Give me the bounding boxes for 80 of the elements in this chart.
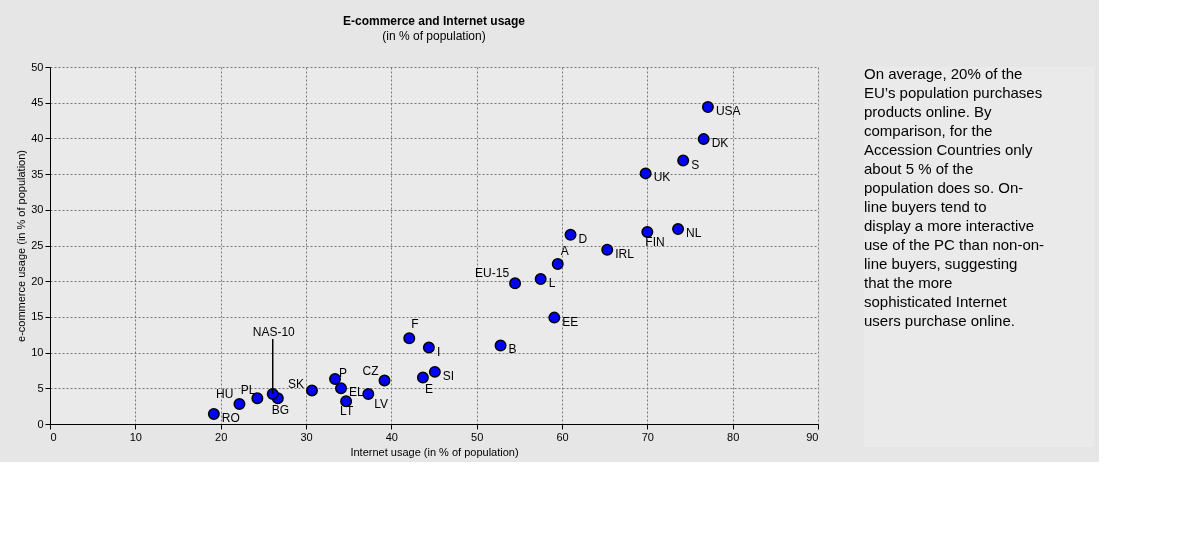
- point: [509, 277, 522, 290]
- chart-subtitle: (in % of population): [382, 29, 486, 43]
- annotation: BG: [271, 403, 290, 418]
- point: [601, 243, 614, 256]
- annotation: EE: [562, 314, 579, 329]
- x-tick-label: 60: [556, 430, 569, 443]
- x-axis-title: Internet usage (in % of population): [350, 445, 519, 458]
- point: [639, 167, 652, 180]
- point: [672, 223, 685, 236]
- text: On average, 20% of the EU’s population purchases products online. By comparison, for the Accession Countries only about 5 % of the population does so. On-line buyers tend to display a more interactive use of the PC than non-on-line buyers, suggesting that the more sophisticated Internet users purchase online.: [864, 65, 1045, 329]
- annotation: E: [424, 381, 433, 396]
- point: [697, 133, 710, 146]
- point: [677, 154, 690, 167]
- y-tick-label: 5: [37, 381, 44, 394]
- annotation: EU-15: [475, 266, 510, 281]
- y-tick-label: 25: [31, 239, 44, 251]
- y-tick-label: 0: [37, 417, 44, 430]
- y-tick-label: 15: [31, 310, 44, 323]
- annotation: LT: [340, 404, 354, 419]
- annotation: NL: [686, 226, 702, 241]
- annotation: D: [578, 231, 588, 246]
- point: [251, 392, 264, 405]
- annotation: NAS-10: [252, 325, 296, 340]
- y-tick-label: 30: [31, 203, 44, 216]
- x-tick-label: 0: [50, 430, 57, 443]
- y-axis-title: e-commerce usage (in % of population): [15, 150, 28, 342]
- point: [305, 384, 318, 397]
- annotation: EL: [348, 385, 364, 400]
- y-tick-label: 40: [31, 131, 44, 144]
- annotation: FIN: [645, 234, 665, 249]
- point: [207, 408, 220, 420]
- annotation: UK: [653, 170, 671, 185]
- point: [428, 365, 441, 378]
- point: [266, 388, 279, 400]
- annotation: HU: [216, 387, 234, 402]
- annotation: CZ: [362, 364, 379, 379]
- point: [378, 374, 391, 387]
- x-tick-label: 30: [300, 430, 313, 443]
- annotation: S: [691, 157, 700, 172]
- x-tick-label: 90: [806, 430, 819, 443]
- annotation: B: [508, 342, 517, 357]
- annotation: PL: [240, 383, 256, 398]
- point: [564, 228, 577, 241]
- point: [548, 311, 561, 324]
- point: [329, 373, 342, 385]
- y-tick-label: 20: [31, 274, 44, 287]
- y-tick-label: 10: [31, 346, 44, 359]
- annotation: SK: [287, 377, 304, 392]
- point: [233, 398, 246, 410]
- annotation: DK: [711, 136, 729, 151]
- point: [641, 225, 654, 238]
- point: [334, 382, 347, 395]
- annotation: IRL: [615, 246, 635, 261]
- point: [403, 332, 416, 345]
- annotation: F: [411, 317, 419, 332]
- point: [534, 273, 547, 286]
- x-tick-label: 70: [641, 430, 654, 443]
- annotation: A: [560, 244, 569, 259]
- annotation: USA: [715, 103, 741, 118]
- x-tick-label: 50: [471, 430, 484, 443]
- point: [551, 258, 564, 271]
- point: [701, 101, 714, 113]
- point: [416, 371, 429, 384]
- annotation: L: [548, 276, 556, 291]
- y-tick-label: 45: [31, 96, 44, 109]
- x-tick-label: 40: [385, 430, 398, 443]
- x-tick-label: 20: [215, 430, 228, 443]
- chart-title: E-commerce and Internet usage: [342, 14, 526, 28]
- annotation: P: [339, 366, 348, 381]
- x-tick-label: 10: [129, 430, 142, 443]
- annotation: LV: [374, 397, 389, 412]
- annotation: SI: [442, 368, 455, 383]
- y-tick-label: 35: [31, 167, 44, 180]
- annotation: RO: [221, 411, 240, 425]
- point: [362, 388, 375, 400]
- y-tick-label: 50: [31, 60, 44, 73]
- point: [422, 341, 435, 354]
- x-tick-label: 80: [727, 430, 740, 443]
- point: [494, 339, 507, 352]
- annotation: I: [436, 344, 441, 359]
